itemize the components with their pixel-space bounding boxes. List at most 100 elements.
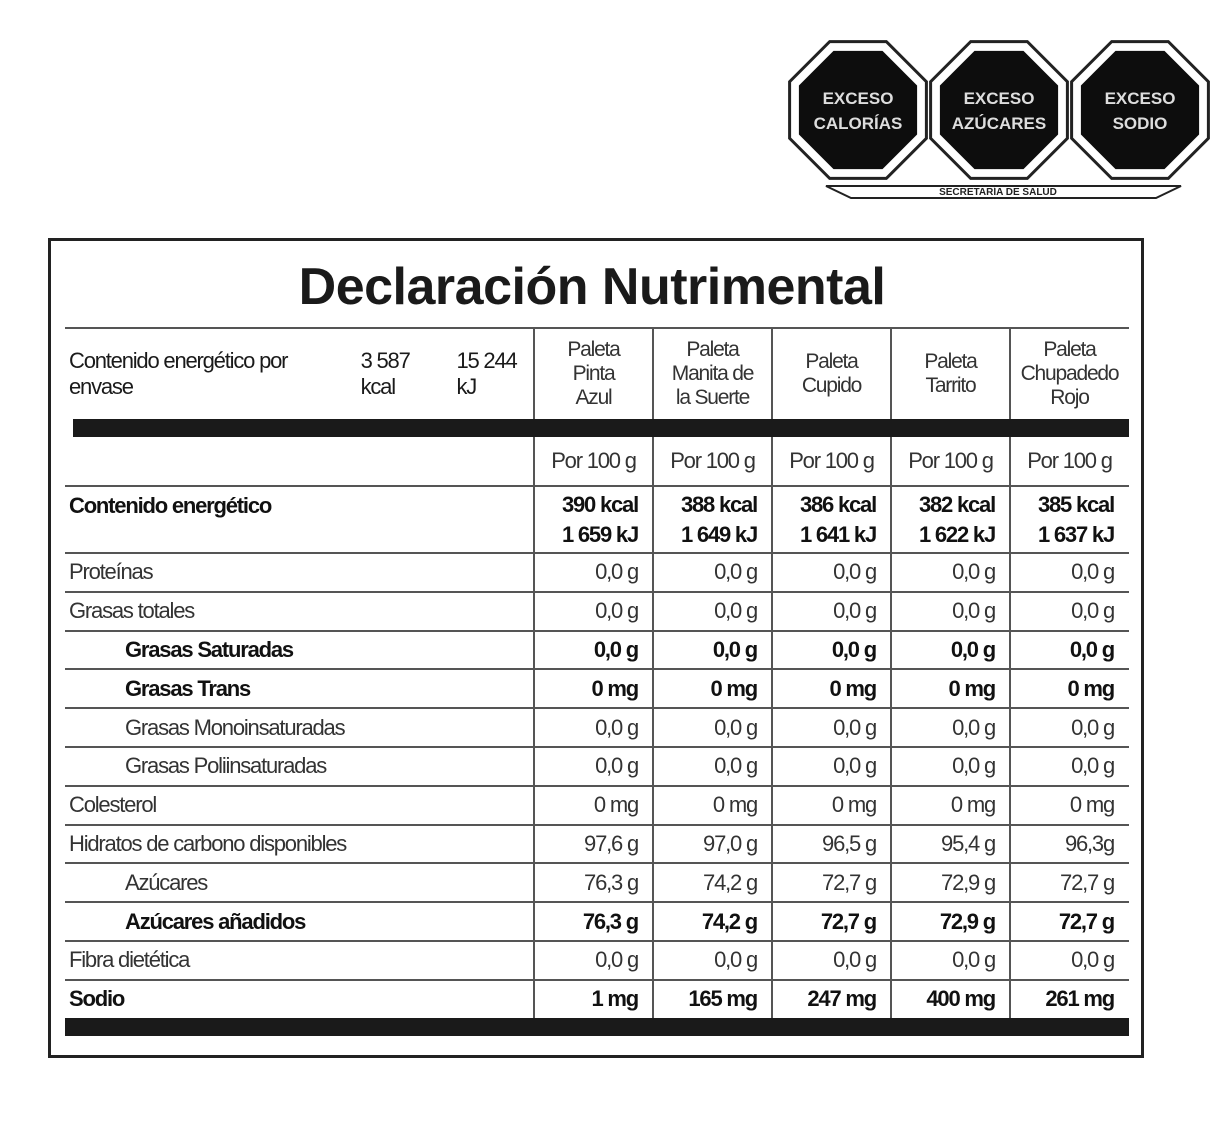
cell-value: 95,4 g [941,830,996,856]
column-header-line: Pinta [572,362,616,385]
cell-value: 0,0 g [595,714,639,740]
cell-value: 0 mg [1069,792,1115,818]
cell-value: 97,6 g [584,830,639,856]
cell-value: 0 mg [948,675,996,701]
energy-per-package: Contenido energético por envase 3 587 kca… [65,329,533,419]
cell-value: 72,7 g [820,908,877,934]
cell-value: 0,0 g [833,714,877,740]
divider-bar [73,419,1129,437]
cell-value: 96,5 g [822,830,877,856]
column-header: Paleta Manita de la Suerte [652,329,771,419]
row-label: Contenido energético [69,493,272,518]
row-label: Grasas totales [69,598,195,624]
cell-value: 0 mg [710,675,758,701]
seal-text: CALORÍAS [814,114,903,133]
column-header: Paleta Tarrito [890,329,1009,419]
kj-value: 1 649 kJ [680,521,758,547]
column-header-line: Paleta [924,350,978,373]
cell-value: 76,3 g [584,869,639,895]
kcal-value: 388 kcal [680,491,758,517]
column-header-line: Rojo [1050,386,1090,409]
cell-value: 247 mg [807,986,877,1012]
kj-value: 1 637 kJ [1037,521,1115,547]
row-label: Grasas Poliinsaturadas [125,753,327,779]
cell-value: 400 mg [926,986,996,1012]
cell-value: 0,0 g [833,559,877,585]
column-header-line: la Suerte [675,386,750,409]
table-row: Azúcares 76,3 g 74,2 g 72,7 g 72,9 g 72,7 g [65,862,1129,902]
kj-value: 15 244 kJ [456,348,517,399]
column-header-line: Tarrito [925,374,977,397]
seal-exceso-1: EXCESO AZÚCARES [929,40,1069,180]
seal-text: AZÚCARES [952,114,1046,133]
column-header-line: Chupadedo [1020,362,1120,385]
cell-value: 72,7 g [822,869,877,895]
seal-exceso-2: EXCESO SODIO [1070,40,1210,180]
label: Contenido energético por envase [69,348,288,399]
table-row: Grasas Trans 0 mg 0 mg 0 mg 0 mg 0 mg [65,668,1129,708]
cell-value: 0,0 g [833,947,877,973]
table-row: Grasas Saturadas 0,0 g 0,0 g 0,0 g 0,0 g 0,0 … [65,629,1129,669]
cell-value: 0 mg [1067,675,1115,701]
cell-value: 0,0 g [714,559,758,585]
kcal-value: 3 587 kcal [360,348,411,399]
divider-bar [65,1017,1129,1036]
cell-value: 0,0 g [833,753,877,779]
seal-exceso-0: EXCESO CALORÍAS [788,40,928,180]
cell-value: 261 mg [1045,986,1115,1012]
cell-value: 74,2 g [701,908,758,934]
cell-value: 72,9 g [939,908,996,934]
cell-value: 0 mg [831,792,877,818]
per-100g: Por 100 g [551,448,637,473]
table-row: Grasas Poliinsaturadas 0,0 g 0,0 g 0,0 g 0,0… [65,745,1129,785]
column-header: Paleta Chupadedo Rojo [1009,329,1128,419]
per-100g: Por 100 g [908,448,994,473]
seal-text: SODIO [1113,114,1168,133]
cell-value: 0 mg [593,792,639,818]
cell-value: 0,0 g [595,947,639,973]
table-row: Azúcares añadidos 76,3 g 74,2 g 72,7 g 72,9 … [65,901,1129,940]
nutrition-table: Contenido energético por envase 3 587 kca… [65,327,1129,1036]
cell-value: 0,0 g [714,598,758,624]
per-100g: Por 100 g [1027,448,1113,473]
seal-text: EXCESO [964,89,1035,108]
column-header-line: Paleta [1043,338,1097,361]
cell-value: 0,0 g [950,636,996,662]
cell-value: 96,3g [1064,830,1115,856]
column-header: Paleta Cupido [771,329,890,419]
cell-value: 0 mg [712,792,758,818]
cell-value: 0,0 g [714,753,758,779]
table-row: Contenido energético 390 kcal 1 659 kJ 388 … [65,485,1129,552]
cell-value: 0,0 g [952,947,996,973]
table-row: Proteínas 0,0 g 0,0 g 0,0 g 0,0 g 0,0 g [65,552,1129,591]
table-row: Fibra dietética 0,0 g 0,0 g 0,0 g 0,0 g 0,0 g [65,939,1129,979]
cell-value: 0 mg [950,792,996,818]
header-row: Contenido energético por envase 3 587 kca… [65,327,1129,419]
cell-value: 72,7 g [1058,908,1115,934]
cell-value: 0,0 g [714,714,758,740]
column-header: Paleta Pinta Azul [533,329,652,419]
cell-value: 0 mg [591,675,639,701]
cell-value: 165 mg [688,986,758,1012]
column-header-line: Cupido [801,374,863,397]
row-label: Grasas Trans [125,675,251,701]
cell-value: 0,0 g [952,598,996,624]
kj-value: 1 622 kJ [918,521,996,547]
warning-seals: EXCESOCALORÍASEXCESOAZÚCARESEXCESOSODIO … [788,40,1210,199]
column-header-line: Manita de [671,362,755,385]
row-label: Colesterol [69,792,157,818]
cell-value: 76,3 g [582,908,639,934]
cell-value: 0,0 g [1069,636,1115,662]
cell-value: 72,9 g [941,869,996,895]
nutrition-facts-panel: Declaración Nutrimental Contenido energé… [48,238,1144,1058]
row-label: Hidratos de carbono disponibles [69,830,347,856]
page-title: Declaración Nutrimental [298,258,886,316]
column-header-line: Paleta [805,350,859,373]
cell-value: 0,0 g [714,947,758,973]
cell-value: 72,7 g [1060,869,1115,895]
row-label: Grasas Monoinsaturadas [125,714,346,740]
seal-footer: SECRETARÍA DE SALUD [939,185,1057,198]
row-label: Proteínas [69,559,154,585]
kj-value: 1 641 kJ [799,521,877,547]
kcal-value: 385 kcal [1037,491,1115,517]
